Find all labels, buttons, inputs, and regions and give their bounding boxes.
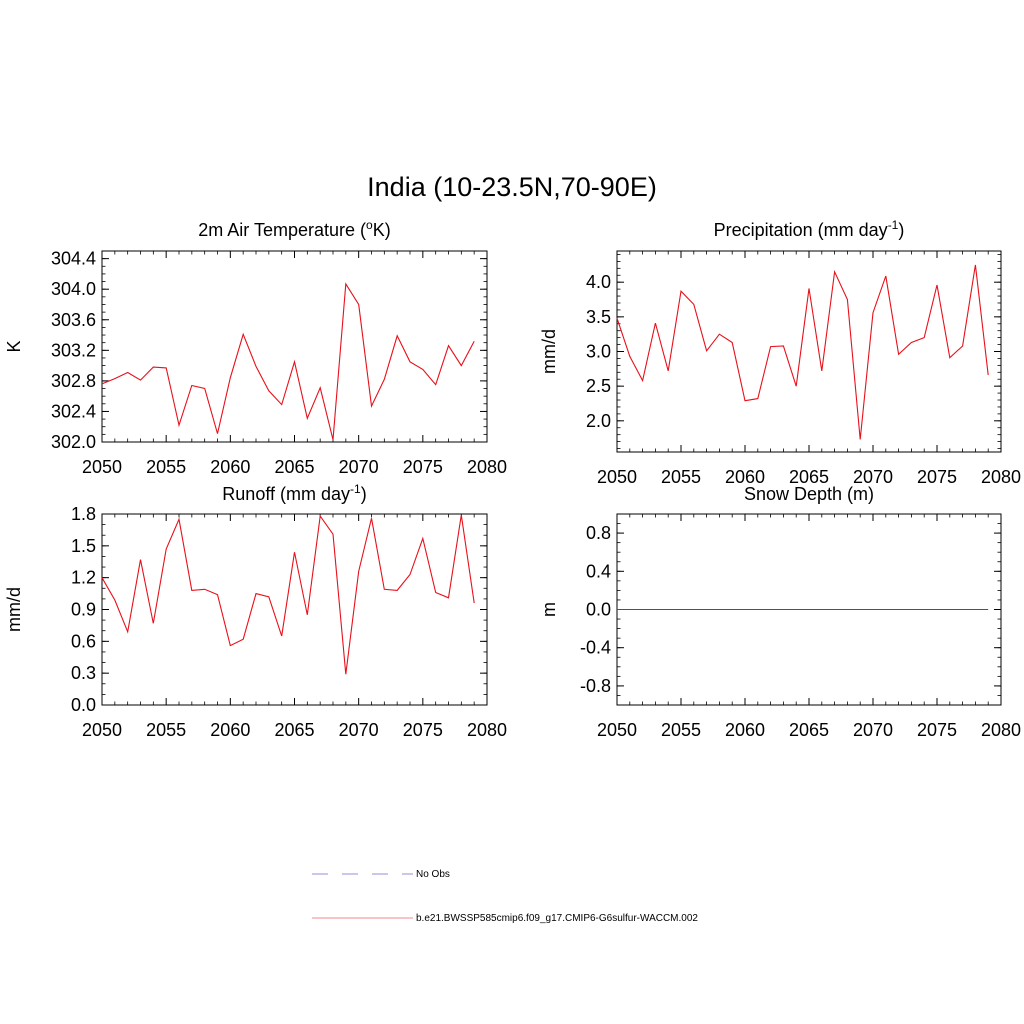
x-tick-label: 2080 <box>467 457 507 477</box>
y-tick-label: 302.0 <box>51 432 96 452</box>
y-tick-label: 303.2 <box>51 340 96 360</box>
y-tick-label: 1.2 <box>71 568 96 588</box>
x-tick-label: 2075 <box>403 720 443 740</box>
x-tick-label: 2055 <box>661 467 701 487</box>
x-tick-label: 2075 <box>917 720 957 740</box>
plot-frame <box>101 513 488 706</box>
legend-label-model: b.e21.BWSSP585cmip6.f09_g17.CMIP6-G6sulf… <box>416 913 698 924</box>
plot-runoff: Runoff (mm day-1) 2050 2055 2060 2065 2070 207… <box>4 482 507 740</box>
y-tick-label: 2.5 <box>586 376 611 396</box>
x-tick-label: 2080 <box>467 720 507 740</box>
y-tick-label: 3.0 <box>586 342 611 362</box>
y-tick-label: 304.4 <box>51 249 96 269</box>
y-tick-label: 302.8 <box>51 371 96 391</box>
x-tick-label: 2060 <box>210 457 250 477</box>
x-tick-label: 2070 <box>853 720 893 740</box>
x-tick-label: 2065 <box>789 720 829 740</box>
y-tick-label: 2.0 <box>586 411 611 431</box>
x-tick-label: 2065 <box>274 720 314 740</box>
x-tick-label: 2065 <box>789 467 829 487</box>
y-tick-label: 0.0 <box>71 695 96 715</box>
y-tick-label: 4.0 <box>586 272 611 292</box>
plot-precipitation: Precipitation (mm day-1) 2050 2055 2060 2065… <box>539 218 1021 487</box>
x-tick-label: 2070 <box>339 457 379 477</box>
y-tick-label: 0.3 <box>71 663 96 683</box>
y-tick-label: 303.6 <box>51 310 96 330</box>
series-line <box>101 514 475 675</box>
y-tick-label: 0.9 <box>71 600 96 620</box>
x-tick-label: 2050 <box>597 467 637 487</box>
y-axis-label: mm/d <box>4 587 24 632</box>
panel-title: Snow Depth (m) <box>744 484 874 504</box>
x-tick-label: 2050 <box>597 720 637 740</box>
y-tick-label: 0.4 <box>586 561 611 581</box>
x-tick-label: 2065 <box>274 457 314 477</box>
series-line <box>101 282 475 440</box>
y-tick-label: 1.8 <box>71 504 96 524</box>
y-axis-label: mm/d <box>539 329 559 374</box>
y-tick-label: 0.8 <box>586 523 611 543</box>
x-tick-label: 2070 <box>339 720 379 740</box>
y-tick-label: 0.6 <box>71 631 96 651</box>
x-tick-label: 2055 <box>146 720 186 740</box>
x-tick-label: 2075 <box>403 457 443 477</box>
plot-snow-depth: Snow Depth (m) 2050 2055 2060 2065 2070 2075 20… <box>539 484 1021 740</box>
x-tick-label: 2050 <box>82 720 122 740</box>
y-tick-label: 304.0 <box>51 279 96 299</box>
panel-title: Precipitation (mm day-1) <box>714 218 905 240</box>
figure-title: India (10-23.5N,70-90E) <box>367 172 657 202</box>
legend: No Obs b.e21.BWSSP585cmip6.f09_g17.CMIP6… <box>312 869 698 924</box>
plot-frame <box>101 250 488 443</box>
x-tick-label: 2080 <box>981 720 1021 740</box>
y-tick-label: 302.4 <box>51 401 96 421</box>
x-tick-label: 2080 <box>981 467 1021 487</box>
y-tick-label: 1.5 <box>71 536 96 556</box>
x-tick-label: 2050 <box>82 457 122 477</box>
legend-label-no-obs: No Obs <box>416 869 450 880</box>
x-tick-label: 2055 <box>146 457 186 477</box>
plot-frame <box>616 250 1002 453</box>
x-tick-label: 2070 <box>853 467 893 487</box>
y-axis-label: K <box>4 340 24 352</box>
plot-temperature: 2m Air Temperature (oK) 2050 2055 2060 2065 2… <box>4 218 507 477</box>
x-tick-label: 2055 <box>661 720 701 740</box>
y-axis-label: m <box>539 602 559 617</box>
panel-title: Runoff (mm day-1) <box>222 482 366 504</box>
y-tick-label: -0.8 <box>580 676 611 696</box>
panel-title: 2m Air Temperature (oK) <box>198 218 390 240</box>
y-tick-label: 0.0 <box>586 600 611 620</box>
x-tick-label: 2060 <box>725 720 765 740</box>
y-tick-label: 3.5 <box>586 307 611 327</box>
series-line <box>616 264 989 440</box>
x-tick-label: 2075 <box>917 467 957 487</box>
x-tick-label: 2060 <box>725 467 765 487</box>
x-tick-label: 2060 <box>210 720 250 740</box>
y-tick-label: -0.4 <box>580 638 611 658</box>
